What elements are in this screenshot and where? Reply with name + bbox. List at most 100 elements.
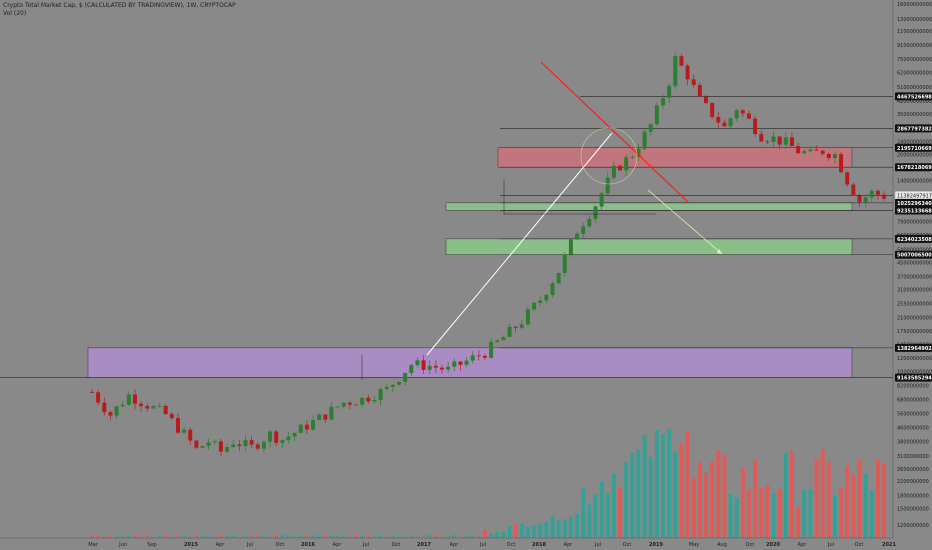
- price-tick-label: 240000000000: [897, 139, 932, 145]
- volume-bar: [90, 536, 94, 538]
- candle-body: [194, 440, 199, 448]
- volume-bar: [661, 434, 666, 538]
- candle-body: [679, 56, 684, 66]
- volume-bar: [746, 490, 751, 538]
- candle-body: [624, 157, 629, 171]
- volume-bar: [716, 449, 721, 538]
- time-tick-label: Sep: [147, 542, 156, 548]
- time-tick-label: Oct: [392, 542, 401, 548]
- candle-body: [476, 355, 481, 357]
- price-tag-label: 219571066988: [897, 146, 932, 152]
- volume-bar: [446, 536, 451, 538]
- volume-bar: [851, 474, 856, 538]
- candle-body: [96, 392, 101, 403]
- price-tags: 446752669862 286779738230 219571066988 1678…: [894, 92, 932, 382]
- candle-body: [372, 400, 377, 402]
- volume-bar: [611, 473, 616, 538]
- volume-bar: [618, 487, 623, 538]
- candle-body: [182, 429, 187, 433]
- price-zones: [87, 147, 853, 378]
- price-tag: [895, 124, 932, 133]
- price-tag: [895, 250, 932, 259]
- candle-body: [200, 445, 205, 448]
- volume-bar: [765, 484, 770, 538]
- candle-body: [495, 340, 500, 342]
- volume-bar: [544, 521, 549, 538]
- candle-body: [869, 190, 874, 198]
- volume-bar: [132, 535, 137, 538]
- candle-body: [550, 283, 555, 295]
- price-tick-label: 2600000000: [897, 467, 929, 473]
- volume-bar: [304, 536, 309, 538]
- candle-body: [710, 103, 715, 118]
- time-tick-label: 2016: [301, 542, 315, 548]
- volume-bar: [360, 535, 365, 538]
- volume-bar: [151, 536, 156, 538]
- volume-bar: [667, 428, 672, 538]
- candle-body: [335, 406, 340, 408]
- volume-bar: [378, 535, 383, 538]
- volume-bar: [114, 536, 119, 538]
- candle-body: [661, 97, 666, 106]
- candle-body: [464, 360, 469, 365]
- candle-body: [249, 440, 254, 445]
- candle-body: [225, 447, 230, 452]
- candle-body: [403, 372, 408, 382]
- candle-body: [599, 193, 604, 207]
- candle-body: [832, 154, 837, 159]
- price-tag-label: 102529634028: [897, 201, 932, 207]
- time-tick-label: Apr: [450, 542, 460, 548]
- candle-body: [157, 405, 162, 407]
- time-tick-label: Apr: [333, 542, 343, 548]
- volume-bar: [384, 536, 389, 538]
- candle-body: [237, 444, 242, 447]
- candle-body: [513, 326, 518, 328]
- candle-body: [507, 326, 512, 338]
- price-tick-label: 200000000000: [897, 153, 932, 159]
- candle-body: [231, 444, 236, 448]
- candle-body: [274, 431, 279, 443]
- volume-bar: [237, 536, 242, 538]
- time-tick-label: 2021: [882, 542, 896, 548]
- volume-bar: [194, 536, 199, 538]
- candle-body: [341, 402, 346, 407]
- volume-bar: [409, 535, 414, 538]
- price-tag-label: 167821806962: [897, 165, 932, 171]
- volume-bar: [863, 474, 868, 538]
- candle-body: [882, 194, 887, 199]
- candle-body: [482, 355, 487, 358]
- candle-body: [642, 131, 647, 149]
- candle-body: [292, 432, 297, 437]
- volume-bar: [206, 536, 211, 538]
- time-tick-label: Oct: [855, 542, 864, 548]
- candle-body: [802, 151, 807, 154]
- candle-body: [151, 406, 156, 409]
- volume-bar: [126, 535, 131, 538]
- price-tag: [895, 234, 932, 243]
- volume-bar: [329, 536, 334, 538]
- candle-body: [329, 406, 334, 420]
- volume-bar: [439, 536, 444, 538]
- volume-bar: [464, 535, 469, 538]
- candle-body: [409, 365, 414, 373]
- volume-bar: [857, 459, 862, 538]
- volume-bar: [605, 493, 610, 538]
- candle-body: [427, 365, 432, 370]
- price-tick-label: 1200000000: [897, 523, 929, 529]
- volume-bar: [458, 536, 463, 538]
- volume-bar: [249, 536, 254, 538]
- volume-bar: [832, 495, 837, 538]
- volume-bar: [697, 462, 702, 538]
- candle-body: [206, 442, 211, 446]
- volume-indicator-label[interactable]: Vol (20): [3, 10, 27, 17]
- time-tick-label: Jul: [479, 542, 486, 548]
- volume-bar: [648, 456, 653, 538]
- volume-bar: [789, 451, 794, 538]
- candle-body: [808, 149, 813, 152]
- volume-bar: [120, 536, 125, 538]
- volume-bar: [175, 536, 180, 538]
- candle-body: [673, 56, 678, 86]
- price-tag: [895, 92, 932, 101]
- candle-body: [519, 324, 524, 328]
